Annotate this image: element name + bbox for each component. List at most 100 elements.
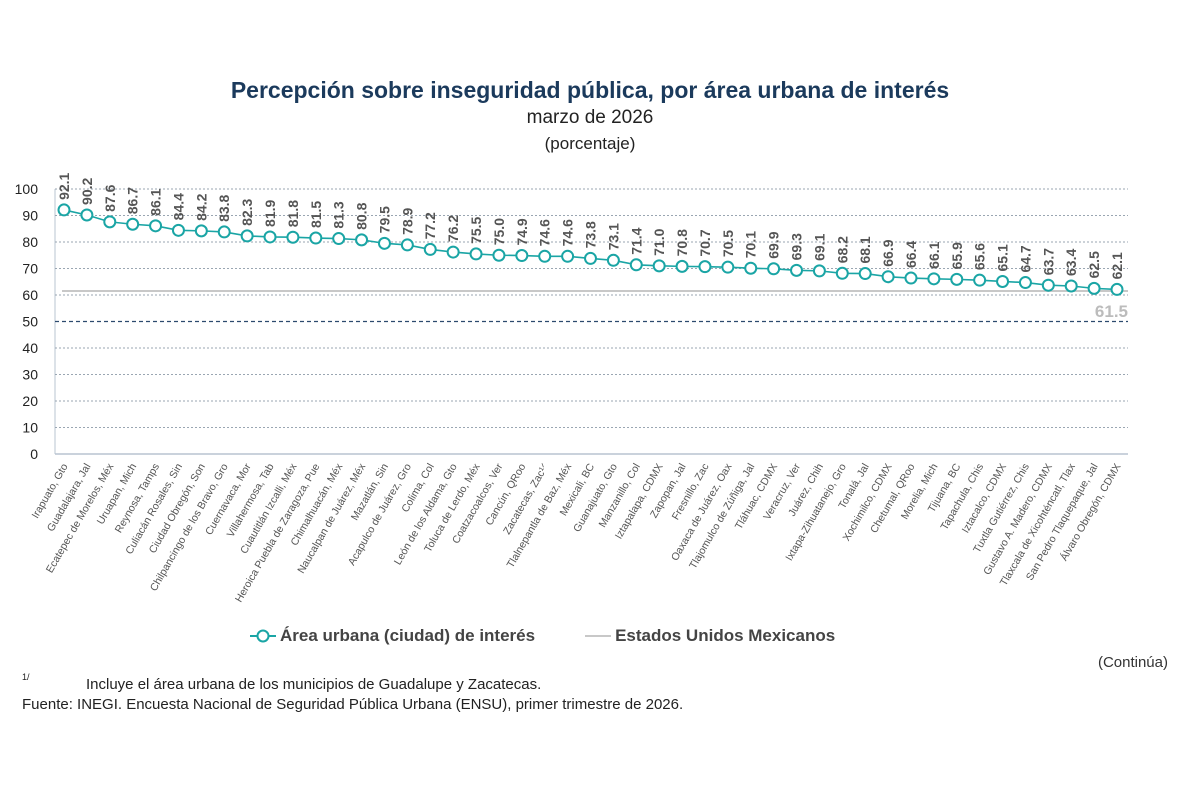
- data-label: 66.1: [926, 241, 942, 268]
- data-label: 87.6: [102, 184, 118, 211]
- data-label: 75.0: [491, 218, 507, 245]
- data-label: 65.9: [949, 242, 965, 269]
- data-label: 69.1: [811, 233, 827, 260]
- data-label: 92.1: [56, 172, 72, 199]
- data-point: [171, 223, 185, 237]
- y-tick-label: 30: [22, 367, 38, 383]
- data-point: [881, 270, 895, 284]
- data-point: [400, 238, 414, 252]
- data-label: 68.1: [857, 236, 873, 263]
- data-label: 86.7: [125, 187, 141, 214]
- data-point: [332, 232, 346, 246]
- data-point: [950, 272, 964, 286]
- data-label: 74.9: [514, 218, 530, 245]
- chart-title: Percepción sobre inseguridad pública, po…: [230, 77, 950, 103]
- y-tick-label: 70: [22, 261, 38, 277]
- source-note: Fuente: INEGI. Encuesta Nacional de Segu…: [22, 696, 684, 713]
- data-point: [812, 264, 826, 278]
- data-point: [584, 251, 597, 265]
- data-label: 74.6: [560, 219, 576, 246]
- y-tick-label: 60: [22, 287, 38, 303]
- data-label: 68.2: [834, 236, 850, 263]
- legend-marker-city-icon: [250, 629, 276, 643]
- data-point: [973, 273, 987, 287]
- data-label: 74.6: [537, 219, 553, 246]
- chart-unit: (porcentaje): [544, 134, 636, 153]
- data-point: [149, 219, 163, 233]
- data-point: [80, 208, 94, 222]
- footnote-mark: 1/: [22, 672, 30, 682]
- data-label: 86.1: [148, 188, 164, 215]
- data-label: 83.8: [216, 194, 232, 221]
- data-point: [377, 236, 391, 250]
- legend-label-national: Estados Unidos Mexicanos: [615, 626, 836, 645]
- data-label: 81.3: [331, 201, 347, 228]
- legend: Área urbana (ciudad) de interés Estados …: [250, 626, 885, 646]
- data-point: [835, 266, 849, 280]
- data-point: [606, 253, 620, 267]
- data-label: 63.4: [1063, 249, 1079, 276]
- national-value-label: 61.5: [1095, 302, 1128, 321]
- data-point: [1064, 279, 1078, 293]
- data-label: 71.4: [628, 227, 644, 254]
- data-point: [790, 263, 804, 277]
- data-label: 80.8: [354, 202, 370, 229]
- continues-note: (Continúa): [1097, 654, 1168, 671]
- data-label: 81.9: [262, 200, 278, 227]
- legend-item-city: Área urbana (ciudad) de interés: [250, 626, 535, 646]
- data-point: [126, 217, 140, 231]
- data-label: 70.7: [697, 229, 713, 256]
- data-point: [629, 258, 643, 272]
- data-label: 79.5: [376, 206, 392, 233]
- data-label: 82.3: [239, 198, 255, 225]
- data-label: 66.4: [903, 241, 919, 268]
- data-label: 90.2: [79, 178, 95, 205]
- data-point: [652, 259, 666, 273]
- data-label: 65.6: [972, 243, 988, 270]
- data-point: [492, 248, 506, 262]
- data-point: [515, 249, 529, 263]
- data-point: [767, 262, 781, 276]
- y-tick-label: 80: [22, 234, 38, 250]
- data-point: [744, 261, 758, 275]
- data-point: [217, 225, 231, 239]
- y-tick-label: 10: [22, 420, 38, 436]
- data-label: 81.5: [308, 201, 324, 228]
- data-label: 75.5: [468, 216, 484, 243]
- data-point: [1087, 281, 1101, 295]
- data-point: [263, 230, 277, 244]
- data-point: [446, 245, 460, 259]
- data-point: [286, 230, 300, 244]
- data-label: 69.9: [766, 231, 782, 258]
- data-point: [927, 272, 941, 286]
- legend-item-national: Estados Unidos Mexicanos: [585, 626, 835, 646]
- data-label: 84.2: [193, 193, 209, 220]
- data-point: [103, 215, 117, 229]
- data-point: [355, 233, 369, 247]
- footnote: Incluye el área urbana de los municipios…: [86, 676, 542, 693]
- y-tick-label: 40: [22, 340, 38, 356]
- y-tick-label: 0: [30, 446, 38, 462]
- y-tick-label: 50: [22, 314, 38, 330]
- data-point: [858, 267, 872, 281]
- data-label: 64.7: [1017, 245, 1033, 272]
- data-label: 66.9: [880, 239, 896, 266]
- y-tick-label: 100: [15, 181, 39, 197]
- data-point: [57, 203, 71, 217]
- data-label: 65.1: [995, 244, 1011, 271]
- data-label: 76.2: [445, 215, 461, 242]
- data-label: 62.5: [1086, 251, 1102, 278]
- data-point: [1041, 278, 1055, 292]
- chart-subtitle: marzo de 2026: [526, 107, 654, 128]
- data-label: 81.8: [285, 200, 301, 227]
- data-label: 73.8: [583, 221, 599, 248]
- legend-marker-national-icon: [585, 635, 612, 637]
- data-point: [309, 231, 323, 245]
- data-label: 84.4: [170, 193, 186, 220]
- data-label: 78.9: [399, 207, 415, 234]
- data-label: 70.1: [743, 231, 759, 258]
- data-point: [240, 229, 254, 243]
- data-label: 62.1: [1109, 252, 1125, 279]
- y-tick-label: 20: [22, 393, 38, 409]
